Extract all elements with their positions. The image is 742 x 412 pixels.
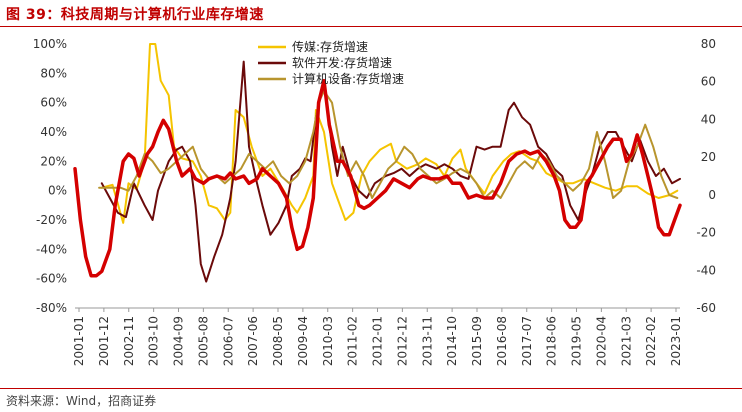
y-left-tick-label: -60% <box>36 272 67 286</box>
x-tick-label: 2015-09 <box>470 316 484 366</box>
title-rule <box>0 26 742 27</box>
x-tick-label: 2003-10 <box>147 316 161 366</box>
y-right-tick-label: -40 <box>696 263 716 277</box>
legend-label: 传媒:存货增速 <box>292 39 368 54</box>
y-right-tick-label: 80 <box>701 37 716 51</box>
series-line <box>98 89 679 199</box>
x-tick-label: 2013-11 <box>420 316 434 366</box>
y-right-tick-label: 60 <box>701 75 716 89</box>
line-chart: -80% -60% -40% -20% 0% 20% 40% 60% 80% 100% -60 -40… <box>33 37 716 366</box>
y-left-tick-label: 40% <box>40 125 67 139</box>
x-tick-label: 2019-05 <box>570 316 584 366</box>
x-tick-label: 2012-12 <box>395 316 409 366</box>
x-tick-label: 2001-01 <box>72 316 86 366</box>
figure-source: 资料来源：Wind，招商证券 <box>6 394 157 408</box>
y-left-tick-label: 0% <box>48 184 67 198</box>
x-tick-label: 2007-06 <box>246 316 260 366</box>
series-line <box>100 43 679 224</box>
y-right-tick-label: 20 <box>701 150 716 164</box>
y-right-tick-label: -60 <box>696 301 716 315</box>
x-tick-label: 2022-02 <box>644 316 658 366</box>
x-tick-label: 2020-04 <box>594 316 608 366</box>
x-tick-label: 2021-03 <box>619 316 633 366</box>
figure-title: 图 39：科技周期与计算机行业库存增速 <box>6 7 264 23</box>
x-tick-label: 2008-05 <box>271 316 285 366</box>
x-tick-label: 2009-04 <box>296 316 310 366</box>
legend-label: 计算机设备:存货增速 <box>292 71 404 86</box>
legend-label: 软件开发:存货增速 <box>292 55 392 70</box>
x-tick-label: 2004-09 <box>172 316 186 366</box>
x-tick-label: 2006-07 <box>221 316 235 366</box>
x-tick-label: 2023-01 <box>669 316 683 366</box>
x-tick-label: 2011-02 <box>346 316 360 366</box>
y-left-tick-label: -20% <box>36 213 67 227</box>
x-tick-label: 2012-01 <box>371 316 385 366</box>
x-tick-label: 2017-07 <box>520 316 534 366</box>
y-right-tick-label: 40 <box>701 112 716 126</box>
y-left-tick-label: 100% <box>33 37 67 51</box>
x-tick-label: 2001-12 <box>97 316 111 366</box>
y-left-tick-label: -40% <box>36 242 67 256</box>
y-right-tick-label: -20 <box>696 226 716 240</box>
x-tick-label: 2018-06 <box>545 316 559 366</box>
series-line <box>73 78 682 278</box>
y-left-tick-label: 80% <box>40 66 67 80</box>
x-tick-label: 2010-03 <box>321 316 335 366</box>
y-left-tick-label: 20% <box>40 154 67 168</box>
y-right-tick-label: 0 <box>708 188 716 202</box>
x-tick-label: 2016-08 <box>495 316 509 366</box>
y-left-tick-label: -80% <box>36 301 67 315</box>
x-tick-label: 2014-10 <box>445 316 459 366</box>
x-tick-label: 2005-08 <box>196 316 210 366</box>
y-left-tick-label: 60% <box>40 96 67 110</box>
x-tick-label: 2002-11 <box>122 316 136 366</box>
source-rule <box>0 388 742 389</box>
